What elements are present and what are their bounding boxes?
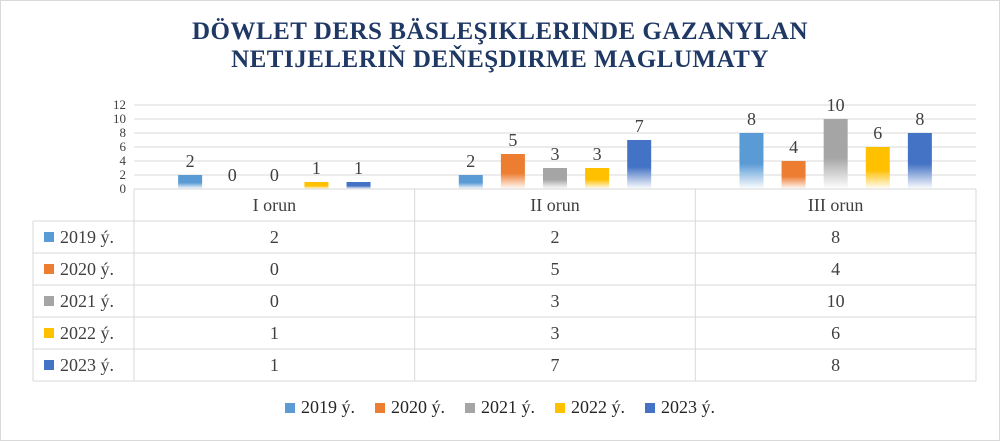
bar	[907, 133, 932, 189]
legend-item: 2023 ý.	[645, 397, 715, 418]
y-tick-label: 8	[120, 125, 127, 140]
bar	[781, 161, 806, 189]
legend-swatch	[645, 402, 655, 413]
data-label: 3	[593, 144, 602, 164]
bar	[865, 147, 890, 189]
legend-item: 2019 ý.	[285, 397, 355, 418]
data-label: 2	[186, 151, 195, 171]
bar	[500, 154, 525, 189]
table-legend-key	[44, 360, 54, 370]
legend-swatch	[375, 402, 385, 413]
legend-label: 2020 ý.	[391, 397, 445, 417]
table-legend-key	[44, 328, 54, 338]
data-label: 7	[635, 116, 644, 136]
bar	[178, 175, 203, 189]
data-label: 4	[789, 137, 798, 157]
y-tick-label: 2	[120, 167, 127, 182]
data-label: 1	[312, 158, 321, 178]
legend-label: 2021 ý.	[481, 397, 535, 417]
legend-item: 2020 ý.	[375, 397, 445, 418]
table-cell-value: 2	[270, 227, 279, 247]
legend-label: 2019 ý.	[301, 397, 355, 417]
table-cell-value: 1	[270, 355, 279, 375]
table-series-name: 2019 ý.	[60, 227, 114, 247]
data-label: 0	[270, 165, 279, 185]
category-label: III orun	[808, 195, 863, 215]
data-label: 2	[466, 151, 475, 171]
table-cell-value: 6	[831, 323, 840, 343]
table-cell-value: 8	[831, 355, 840, 375]
table-legend-key	[44, 296, 54, 306]
bar	[739, 133, 764, 189]
legend-item: 2022 ý.	[555, 397, 625, 418]
table-cell-value: 3	[551, 323, 560, 343]
data-label: 0	[228, 165, 237, 185]
y-tick-label: 10	[113, 111, 126, 126]
table-cell-value: 2	[551, 227, 560, 247]
table-legend-key	[44, 264, 54, 274]
table-cell-value: 0	[270, 291, 279, 311]
data-label: 5	[508, 130, 517, 150]
legend-swatch	[465, 402, 475, 413]
table-cell-value: 5	[551, 259, 560, 279]
table-series-name: 2023 ý.	[60, 355, 114, 375]
legend: 2019 ý. 2020 ý. 2021 ý. 2022 ý. 2023 ý.	[0, 397, 1000, 418]
bar	[627, 140, 652, 189]
legend-swatch	[285, 402, 295, 413]
data-label: 8	[747, 109, 756, 129]
table-series-name: 2020 ý.	[60, 259, 114, 279]
legend-label: 2022 ý.	[571, 397, 625, 417]
table-cell-value: 3	[551, 291, 560, 311]
bar	[543, 168, 567, 189]
table-cell-value: 4	[831, 259, 840, 279]
table-series-name: 2021 ý.	[60, 291, 114, 311]
chart-title-line-2: NETIJELERIŇ DEŇEŞDIRME MAGLUMATY	[231, 46, 769, 73]
table-cell-value: 8	[831, 227, 840, 247]
bar	[823, 119, 848, 189]
y-tick-label: 4	[120, 153, 127, 168]
table-cell-value: 10	[827, 291, 845, 311]
data-label: 8	[915, 109, 924, 129]
bar	[304, 182, 329, 189]
data-label: 1	[354, 158, 363, 178]
category-label: I orun	[253, 195, 297, 215]
data-label: 3	[551, 144, 560, 164]
table-cell-value: 0	[270, 259, 279, 279]
y-tick-label: 6	[120, 139, 127, 154]
category-label: II orun	[530, 195, 579, 215]
legend-swatch	[555, 402, 565, 413]
data-label: 10	[827, 95, 845, 115]
table-cell-value: 1	[270, 323, 279, 343]
legend-item: 2021 ý.	[465, 397, 535, 418]
data-label: 6	[873, 123, 882, 143]
chart-title-line-1: DÖWLET DERS BÄSLEŞIKLERINDE GAZANYLAN	[191, 18, 809, 45]
legend-label: 2023 ý.	[661, 397, 715, 417]
chart-title: DÖWLET DERS BÄSLEŞIKLERINDE GAZANYLAN NE…	[0, 18, 1000, 74]
table-cell-value: 7	[551, 355, 560, 375]
bar	[585, 168, 610, 189]
bar	[458, 175, 483, 189]
table-legend-key	[44, 232, 54, 242]
table-series-name: 2022 ý.	[60, 323, 114, 343]
y-tick-label: 12	[113, 97, 126, 112]
bar	[346, 182, 371, 189]
y-tick-label: 0	[120, 181, 127, 196]
